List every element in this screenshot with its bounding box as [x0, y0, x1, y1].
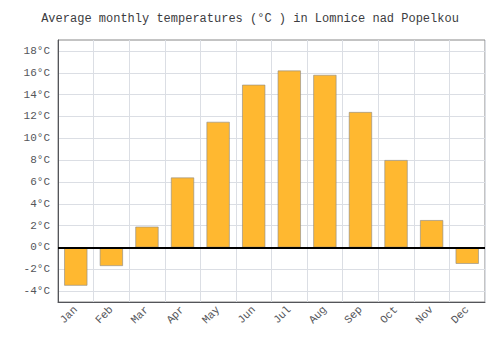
svg-text:Jul: Jul — [271, 304, 293, 326]
svg-text:-4°C: -4°C — [24, 285, 51, 297]
svg-text:Jan: Jan — [58, 304, 80, 326]
svg-text:10°C: 10°C — [24, 132, 51, 144]
svg-text:Nov: Nov — [413, 303, 436, 326]
svg-text:12°C: 12°C — [24, 110, 51, 122]
svg-text:8°C: 8°C — [30, 154, 50, 166]
svg-text:14°C: 14°C — [24, 89, 51, 101]
svg-text:4°C: 4°C — [30, 198, 50, 210]
svg-text:Aug: Aug — [307, 304, 329, 326]
svg-text:0°C: 0°C — [30, 241, 50, 253]
svg-text:6°C: 6°C — [30, 176, 50, 188]
svg-text:Average monthly temperatures (: Average monthly temperatures (°C ) in Lo… — [41, 12, 459, 26]
svg-text:Apr: Apr — [164, 304, 186, 326]
svg-text:16°C: 16°C — [24, 67, 51, 79]
svg-text:2°C: 2°C — [30, 220, 50, 232]
svg-text:Dec: Dec — [449, 304, 471, 326]
svg-text:Feb: Feb — [93, 304, 115, 326]
svg-text:18°C: 18°C — [24, 45, 51, 57]
svg-text:Oct: Oct — [378, 304, 400, 326]
svg-text:-2°C: -2°C — [24, 263, 51, 275]
svg-text:Jun: Jun — [235, 304, 257, 326]
svg-text:Mar: Mar — [129, 304, 151, 326]
svg-text:May: May — [200, 303, 223, 326]
svg-text:Sep: Sep — [342, 304, 364, 326]
